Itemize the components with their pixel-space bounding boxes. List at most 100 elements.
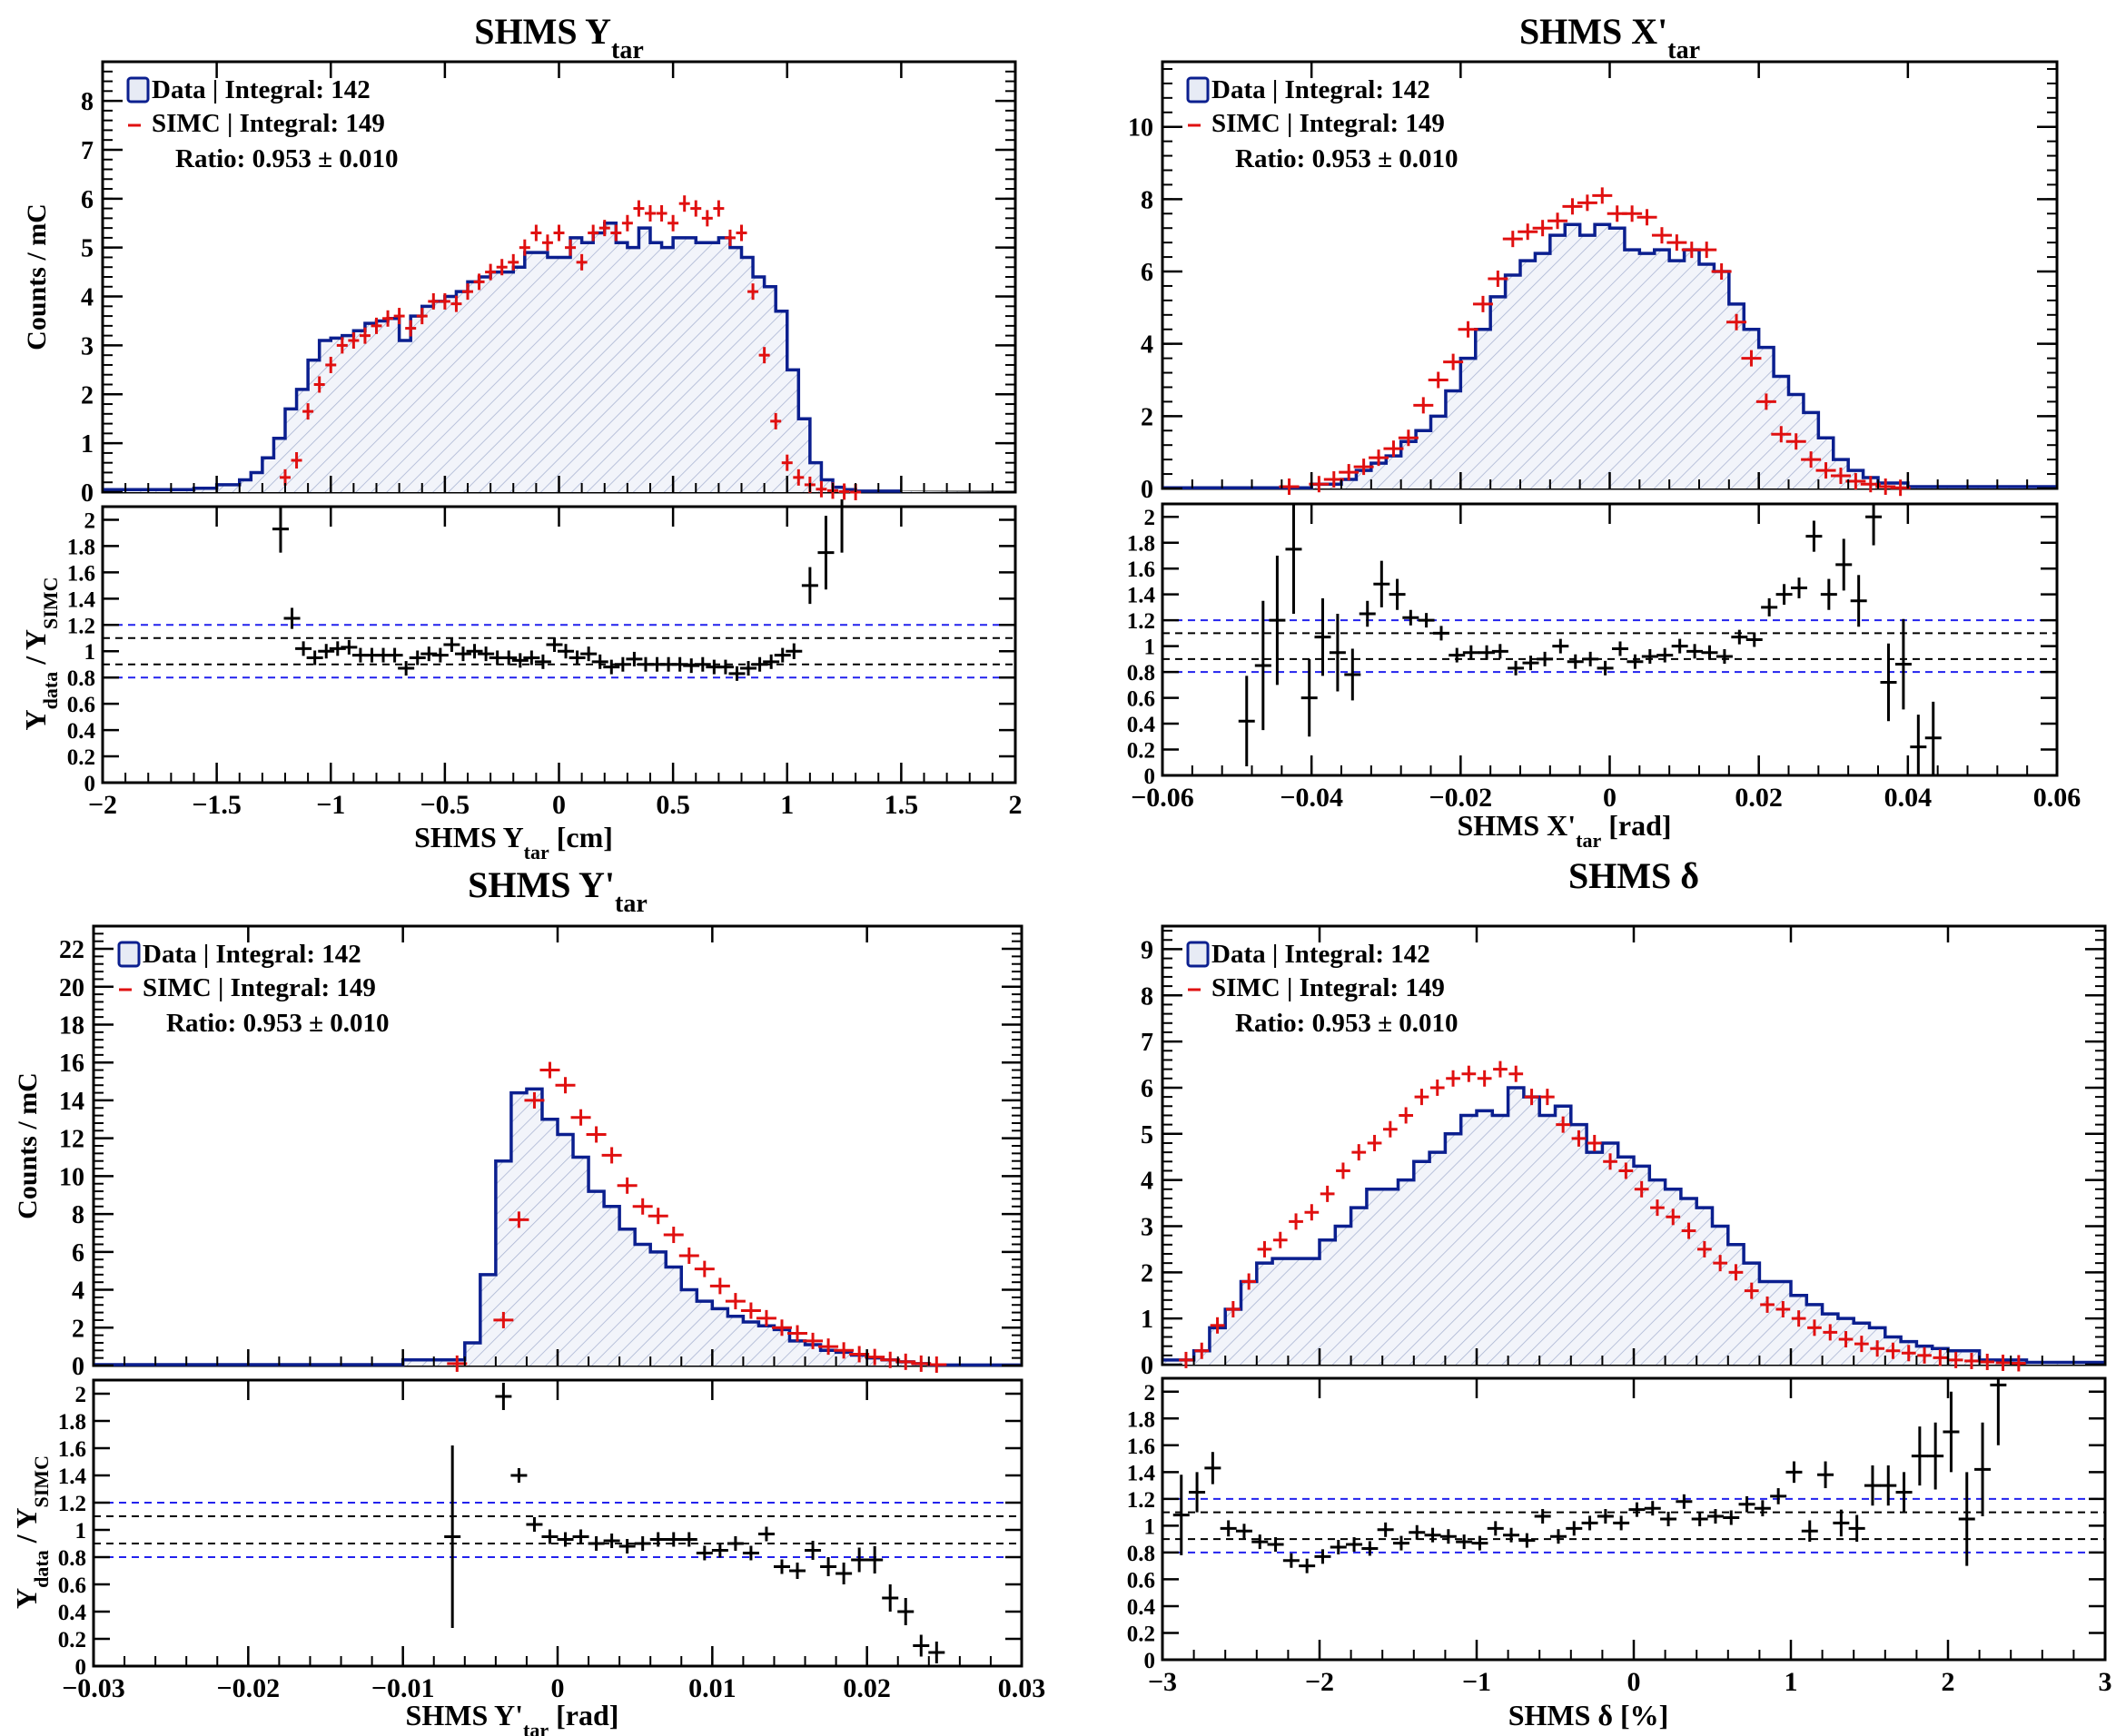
ratio-y-tick-label: 0.2 — [58, 1628, 86, 1652]
x-tick-label: 0.5 — [656, 790, 690, 820]
ratio-y-tick-label: 1 — [84, 640, 96, 665]
x-tick-label: 0.02 — [1735, 783, 1783, 813]
ratio-y-tick-label: 1.6 — [1127, 1435, 1155, 1459]
ratio-y-tick-label: 0 — [75, 1655, 87, 1680]
y-tick-label: 7 — [81, 137, 94, 165]
x-tick-label: 3 — [2099, 1667, 2112, 1697]
x-tick-label: −3 — [1148, 1667, 1177, 1697]
data-histogram-fill — [1162, 224, 2057, 488]
x-tick-label: 1.5 — [885, 790, 919, 820]
y-tick-label: 20 — [59, 974, 84, 1002]
x-tick-label: 0.01 — [688, 1673, 737, 1703]
ratio-points — [1172, 1377, 2007, 1573]
ratio-y-tick-label: 1.8 — [67, 535, 95, 559]
ratio-y-tick-label: 1.6 — [67, 561, 95, 586]
y-tick-label: 8 — [72, 1201, 84, 1229]
ratio-y-tick-label: 0.4 — [1127, 713, 1156, 737]
ratio-frame — [1161, 502, 2059, 777]
ratio-y-tick-label: 2 — [1144, 1381, 1156, 1406]
x-tick-label: −0.03 — [62, 1673, 125, 1703]
x-tick-label: 0 — [552, 790, 566, 820]
y-tick-label: 5 — [81, 235, 94, 263]
ratio-y-tick-label: 0 — [84, 772, 96, 796]
y-tick-label: 7 — [1141, 1029, 1153, 1057]
ratio-y-tick-label: 0.4 — [67, 719, 96, 744]
y-tick-label: 16 — [59, 1050, 84, 1078]
data-histogram-fill — [94, 1089, 1022, 1366]
x-tick-label: 0.04 — [1884, 783, 1933, 813]
x-tick-label: −0.04 — [1280, 783, 1343, 813]
y-tick-label: 14 — [59, 1088, 84, 1116]
y-tick-label: 2 — [72, 1315, 84, 1343]
x-axis-label: SHMS Y'tar [rad] — [406, 1699, 619, 1736]
y-tick-label: 3 — [81, 332, 94, 360]
chart-title: SHMS Y'tar — [468, 864, 648, 918]
legend-ratio-label: Ratio: 0.953 ± 0.010 — [166, 1009, 389, 1038]
ratio-y-tick-label: 1.2 — [1127, 1488, 1155, 1513]
ratio-y-tick-label: 2 — [1144, 506, 1156, 530]
y-tick-label: 4 — [1141, 1168, 1153, 1196]
data-histogram-line — [1162, 222, 2057, 489]
x-tick-label: 1 — [780, 790, 794, 820]
simc-points — [1279, 187, 1911, 497]
x-tick-label: 0.06 — [2033, 783, 2081, 813]
ratio-y-tick-label: 1.6 — [1127, 557, 1155, 582]
x-tick-label: 0 — [1603, 783, 1617, 813]
chart-panel-4: SHMS δ 0 1 2 3 4 5 6 7 8 9 Data | Integral: 142 SIMC… — [1127, 855, 2112, 1731]
y-axis-label: Counts / mC — [13, 1072, 43, 1219]
y-axis-label: Counts / mC — [22, 203, 52, 350]
y-tick-label: 2 — [1141, 403, 1153, 431]
y-tick-label: 4 — [81, 284, 94, 312]
ratio-y-tick-label: 1.4 — [1127, 584, 1156, 608]
chart-title: SHMS δ — [1568, 855, 1699, 896]
ratio-y-tick-label: 0.8 — [67, 666, 95, 691]
legend-simc-label: SIMC | Integral: 149 — [152, 109, 385, 138]
ratio-y-tick-label: 1.4 — [67, 587, 96, 612]
ratio-y-tick-label: 1.2 — [58, 1492, 86, 1516]
y-tick-label: 4 — [72, 1277, 84, 1306]
ratio-y-tick-label: 0.4 — [58, 1601, 87, 1625]
legend-simc-label: SIMC | Integral: 149 — [1211, 109, 1445, 138]
ratio-y-tick-label: 0 — [1144, 764, 1156, 789]
ratio-y-tick-label: 1.8 — [58, 1410, 86, 1435]
y-tick-label: 18 — [59, 1011, 84, 1040]
x-tick-label: −0.06 — [1131, 783, 1194, 813]
y-tick-label: 0 — [1141, 476, 1153, 504]
legend-data-swatch — [1186, 76, 1210, 104]
ratio-y-tick-label: 1.2 — [67, 614, 95, 638]
x-tick-label: −1.5 — [192, 790, 242, 820]
ratio-y-tick-label: 1.8 — [1127, 532, 1155, 557]
y-tick-label: 8 — [81, 88, 94, 116]
ratio-y-tick-label: 2 — [84, 508, 96, 533]
y-tick-label: 5 — [1141, 1121, 1153, 1149]
ratio-y-tick-label: 0.2 — [1127, 739, 1155, 764]
legend-data-label: Data | Integral: 142 — [1211, 75, 1430, 104]
x-tick-label: 0 — [1627, 1667, 1641, 1697]
simc-points — [447, 1061, 947, 1373]
simc-points — [280, 195, 862, 500]
data-histogram-fill — [1162, 1087, 2105, 1365]
ratio-y-tick-label: 1 — [1144, 636, 1156, 660]
ratio-y-tick-label: 0.6 — [58, 1573, 86, 1598]
x-tick-label: −0.02 — [1429, 783, 1493, 813]
ratio-y-tick-label: 1.2 — [1127, 609, 1155, 634]
y-tick-label: 12 — [59, 1126, 84, 1154]
ratio-y-tick-label: 1.6 — [58, 1437, 86, 1462]
ratio-y-tick-label: 1 — [1144, 1514, 1156, 1539]
ratio-y-tick-label: 0.4 — [1127, 1595, 1156, 1620]
x-tick-label: −2 — [88, 790, 117, 820]
y-tick-label: 1 — [1141, 1306, 1153, 1334]
y-tick-label: 0 — [72, 1353, 84, 1381]
legend-ratio-label: Ratio: 0.953 ± 0.010 — [1235, 144, 1458, 173]
ratio-y-tick-label: 1 — [75, 1519, 87, 1544]
legend-data-swatch — [117, 941, 141, 968]
ratio-y-tick-label: 0 — [1144, 1649, 1156, 1673]
ratio-y-tick-label: 0.2 — [1127, 1622, 1155, 1646]
x-tick-label: −1 — [316, 790, 345, 820]
x-tick-label: −2 — [1305, 1667, 1334, 1697]
ratio-y-tick-label: 0.8 — [58, 1546, 86, 1571]
ratio-y-axis-label: Ydata / YSIMC — [19, 577, 62, 731]
x-tick-label: 0.03 — [998, 1673, 1046, 1703]
